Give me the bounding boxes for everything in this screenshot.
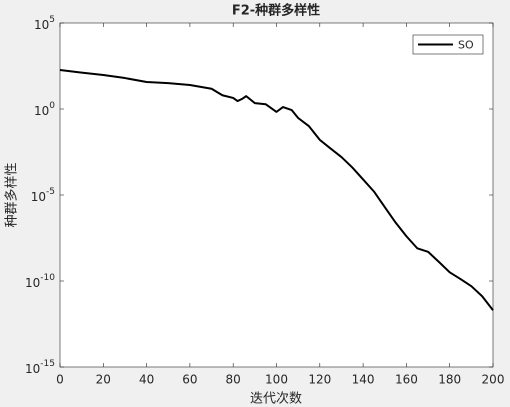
x-tick-label: 100 [265, 373, 288, 387]
x-tick-label: 140 [352, 373, 375, 387]
chart-title: F2-种群多样性 [232, 3, 320, 19]
y-tick-label: 10-10 [25, 273, 55, 290]
legend-label: SO [458, 39, 474, 52]
x-tick-label: 60 [182, 373, 197, 387]
x-tick-label: 40 [139, 373, 154, 387]
x-tick-label: 120 [308, 373, 331, 387]
plot-area [59, 22, 494, 368]
y-tick-label: 10-5 [31, 187, 55, 204]
x-tick-label: 0 [56, 373, 64, 387]
y-tick-label: 10-15 [25, 359, 55, 376]
x-tick-label: 80 [226, 373, 241, 387]
data-line [59, 68, 494, 311]
y-tick-label: 100 [34, 101, 55, 118]
y-tick-label: 105 [34, 15, 55, 32]
x-axis-label: 迭代次数 [250, 391, 302, 407]
x-tick-label: 180 [438, 373, 461, 387]
x-tick-label: 20 [96, 373, 111, 387]
y-axis-label: 种群多样性 [4, 162, 20, 227]
x-tick-label: 160 [395, 373, 418, 387]
x-tick-label: 200 [482, 373, 505, 387]
